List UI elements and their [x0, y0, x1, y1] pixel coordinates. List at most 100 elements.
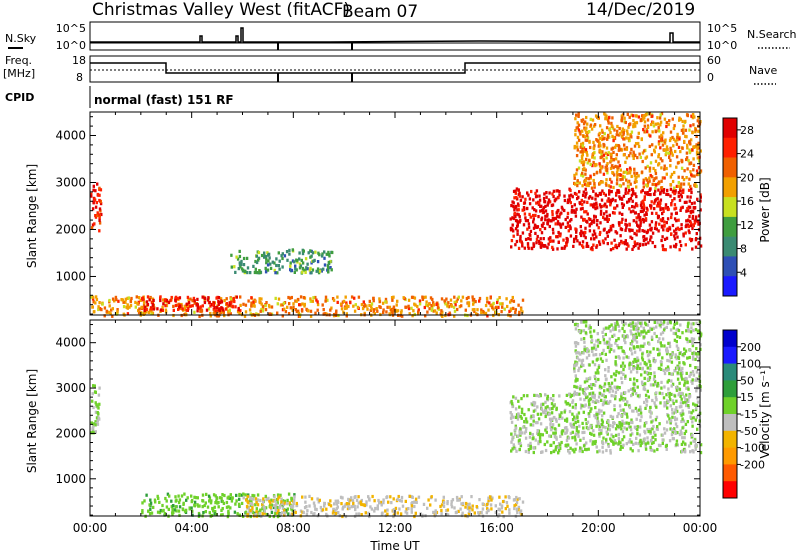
data-cell — [101, 302, 104, 306]
colorbar-tick-label: 50 — [740, 374, 754, 387]
data-cell — [669, 148, 673, 153]
data-cell — [589, 117, 592, 121]
data-cell — [635, 171, 639, 176]
data-cell — [667, 341, 670, 345]
data-cell — [174, 298, 177, 302]
data-cell — [670, 203, 673, 207]
data-cell — [605, 210, 608, 214]
data-cell — [685, 219, 688, 223]
data-cell — [630, 130, 634, 134]
data-cell — [608, 347, 611, 351]
data-cell — [537, 440, 540, 444]
data-cell — [356, 505, 359, 509]
data-cell — [378, 299, 382, 303]
data-cell — [626, 415, 629, 419]
data-cell — [454, 303, 457, 307]
data-cell — [650, 122, 653, 127]
data-cell — [534, 438, 537, 442]
data-cell — [94, 215, 98, 219]
data-cell — [552, 398, 555, 402]
data-cell — [695, 415, 699, 419]
data-cell — [331, 297, 335, 301]
data-cell — [624, 170, 628, 174]
data-cell — [582, 146, 586, 150]
data-cell — [526, 244, 530, 248]
data-cell — [250, 502, 254, 506]
data-cell — [357, 501, 360, 505]
data-cell — [646, 389, 649, 393]
data-cell — [286, 258, 289, 262]
data-cell — [382, 310, 385, 314]
data-cell — [222, 501, 226, 505]
data-cell — [615, 191, 618, 195]
data-cell — [298, 266, 302, 270]
data-cell — [222, 310, 225, 314]
data-cell — [552, 189, 556, 193]
data-cell — [94, 189, 97, 193]
data-cell — [633, 231, 636, 236]
data-cell — [668, 341, 671, 345]
data-cell — [610, 375, 613, 379]
data-cell — [295, 501, 298, 506]
data-cell — [613, 322, 617, 326]
data-cell — [417, 308, 420, 312]
data-cell — [148, 298, 151, 302]
data-cell — [680, 391, 683, 395]
data-cell — [685, 200, 688, 204]
data-cell — [649, 430, 652, 434]
data-cell — [177, 500, 181, 505]
data-cell — [627, 389, 630, 393]
data-cell — [276, 515, 280, 519]
data-cell — [318, 498, 321, 502]
data-cell — [515, 196, 518, 200]
data-cell — [207, 296, 210, 300]
data-cell — [663, 141, 667, 145]
data-cell — [377, 498, 380, 503]
data-cell — [627, 425, 631, 429]
data-cell — [690, 173, 693, 177]
data-cell — [534, 213, 537, 217]
data-cell — [238, 513, 241, 517]
data-cell — [646, 350, 649, 354]
data-cell — [581, 202, 584, 206]
data-cell — [603, 389, 606, 393]
data-cell — [139, 298, 142, 302]
data-cell — [688, 162, 691, 166]
data-cell — [617, 244, 620, 248]
data-cell — [461, 511, 464, 515]
data-cell — [221, 499, 224, 504]
data-cell — [609, 437, 612, 441]
data-cell — [551, 417, 554, 421]
data-cell — [494, 504, 497, 508]
data-cell — [593, 202, 596, 206]
data-cell — [654, 418, 658, 422]
data-cell — [586, 420, 590, 424]
data-cell — [199, 309, 202, 313]
data-cell — [676, 335, 679, 339]
data-cell — [622, 368, 625, 372]
data-cell — [178, 505, 182, 509]
data-cell — [574, 182, 577, 186]
data-cell — [627, 185, 630, 189]
data-cell — [608, 135, 611, 139]
data-cell — [631, 339, 634, 343]
data-cell — [281, 499, 285, 503]
data-cell — [587, 447, 590, 451]
data-cell — [606, 242, 609, 246]
data-cell — [598, 353, 602, 357]
data-cell — [650, 175, 654, 179]
data-cell — [686, 420, 689, 424]
data-cell — [210, 302, 214, 307]
data-cell — [320, 254, 324, 258]
data-cell — [560, 205, 564, 209]
data-cell — [583, 320, 586, 324]
data-cell — [688, 355, 691, 360]
data-cell — [550, 239, 553, 243]
data-cell — [300, 309, 304, 313]
data-cell — [551, 245, 554, 249]
data-cell — [551, 247, 555, 251]
data-cell — [577, 434, 580, 438]
data-cell — [315, 269, 318, 273]
data-cell — [309, 309, 313, 313]
data-cell — [620, 119, 624, 123]
